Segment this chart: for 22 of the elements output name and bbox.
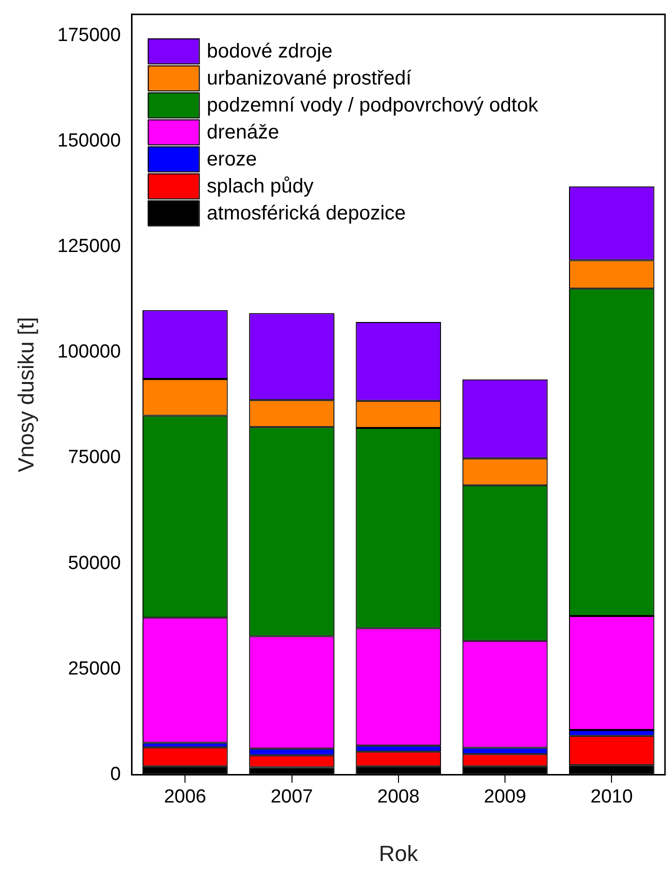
y-tick-label: 50000 [68, 552, 121, 574]
x-tick-label: 2007 [270, 786, 313, 808]
y-tick-label: 175000 [57, 24, 121, 46]
legend-label: atmosférická depozice [206, 202, 406, 224]
x-tick-label: 2006 [164, 786, 206, 808]
legend-label: eroze [206, 148, 257, 170]
y-tick-label: 100000 [57, 342, 121, 363]
y-tick-label: 125000 [57, 236, 121, 257]
x-axis-title: Rok [378, 840, 419, 866]
y-tick-label: 0 [110, 764, 121, 786]
legend-label: urbanizované prostředí [206, 67, 412, 90]
legend-label: podzemní vody / podpovrchový odtok [206, 94, 540, 116]
x-tick-label: 2010 [590, 786, 633, 808]
legend-label: splach půdy [206, 175, 314, 198]
y-tick-label: 25000 [68, 658, 121, 680]
legend-label: bodové zdroje [206, 40, 332, 62]
y-tick-label: 150000 [57, 130, 121, 152]
legend-label: drenáže [206, 121, 280, 144]
x-tick-label: 2008 [377, 786, 420, 808]
y-tick-label: 75000 [68, 447, 121, 468]
x-tick-label: 2009 [484, 786, 526, 808]
y-axis-title: Vnosy dusiku [t] [13, 316, 38, 472]
